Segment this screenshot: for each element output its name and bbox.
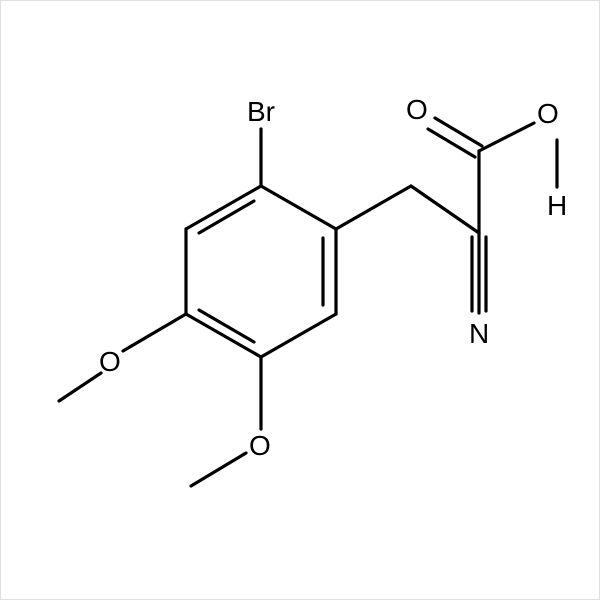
- bonds: [59, 118, 557, 486]
- label-n: N: [469, 318, 489, 349]
- label-br: Br: [247, 96, 275, 127]
- label-o-oh: O: [537, 98, 559, 129]
- atom-labels: Br O O H N O O: [99, 94, 567, 461]
- label-o-m1: O: [99, 346, 121, 377]
- label-o-dbl: O: [406, 94, 428, 125]
- label-o-m2: O: [249, 430, 271, 461]
- molecule-diagram: Br O O H N O O: [0, 0, 600, 600]
- molecule-svg: Br O O H N O O: [1, 1, 600, 601]
- label-h: H: [547, 190, 567, 221]
